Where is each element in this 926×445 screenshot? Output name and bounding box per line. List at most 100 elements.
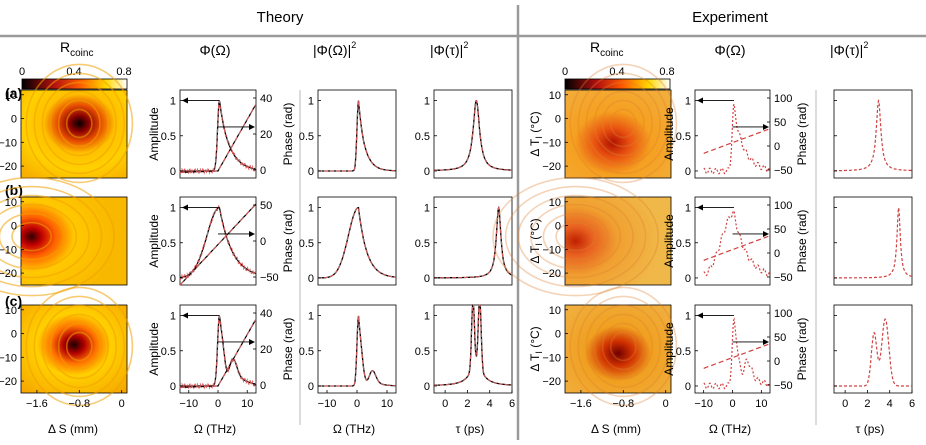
colorbar-theory-tick: 0.4 — [66, 66, 81, 78]
colorbar-theory-tick: 0.8 — [116, 66, 131, 78]
phi-ytick-label: 0 — [685, 273, 691, 285]
phitau-exp-line — [834, 99, 912, 172]
rcoinc-fringe — [504, 185, 647, 288]
phase-ytick-label: 100 — [774, 200, 792, 212]
colorbar-theory: 0 0.4 0.8 — [19, 66, 132, 90]
phase-ytick-label: 0 — [260, 165, 266, 177]
rcoinc-fringe — [49, 90, 109, 157]
xlabel-omega-theory: Ω (THz) — [194, 422, 236, 436]
rcoinc-fringe — [11, 221, 53, 252]
rcoinc-fringe — [492, 176, 659, 297]
phi-ytick-label: 0.5 — [676, 131, 691, 143]
phi-ytick-label: 1 — [170, 96, 176, 108]
phisq-ytick-label: 1 — [308, 311, 314, 323]
phase-ytick-label: 100 — [774, 308, 792, 320]
row-label-a: (a) — [5, 85, 22, 101]
map-ytick-label: −20 — [0, 268, 17, 280]
map-ylabel-main: Δ T — [528, 138, 542, 157]
phisq-ytick-label: 1 — [308, 96, 314, 108]
map-ylabel-unit: (°C) — [528, 218, 542, 243]
colorbar-experiment: 0 0.4 0.8 — [562, 66, 675, 90]
phase-ytick-label: −50 — [260, 272, 279, 284]
phi-axes-exp-0 — [694, 89, 771, 179]
phitau-ytick-label: 0.5 — [415, 131, 430, 143]
phase-ytick-label: 50 — [774, 332, 786, 344]
phase-ytick-label: 0 — [260, 380, 266, 392]
phi-exp-phase — [703, 343, 771, 369]
phisq-ytick-label: 0.5 — [299, 131, 314, 143]
map-ytick-label: −10 — [542, 352, 561, 364]
rcoinc-fringe — [593, 313, 653, 380]
xlabel-delta-s-exp: Δ S (mm) — [591, 422, 641, 436]
map-ytick-label: 10 — [5, 197, 17, 209]
phisq-dashed — [318, 207, 396, 279]
rcoinc-fringe — [57, 99, 101, 148]
phi-ytick-label: 0 — [170, 166, 176, 178]
map-ytick-label: 10 — [5, 90, 17, 102]
arrow-right-head — [763, 123, 769, 130]
phisq-dashed — [318, 315, 396, 387]
phi-ytick-label: 1 — [685, 311, 691, 323]
map-ylabel-main: Δ T — [528, 245, 542, 264]
phi-ytick-label: 0.5 — [161, 346, 176, 358]
map-ytick-label: 10 — [549, 197, 561, 209]
phisq-xtick-label: −10 — [318, 398, 337, 410]
rcoinc-fringe — [0, 194, 90, 279]
title-rcoinc-theory: Rcoinc — [60, 39, 93, 59]
rcoinc-fringe — [0, 203, 78, 270]
map-ylabel: Δ TI (°C) — [528, 111, 544, 156]
arrow-left-head — [697, 312, 703, 319]
phi-ytick-label: 1 — [170, 203, 176, 215]
phisq-line — [318, 206, 396, 279]
phitau-dashed — [434, 206, 513, 279]
map-ytick-label: 0 — [555, 114, 561, 126]
phitau-line — [434, 99, 512, 172]
phitau-exp-line — [834, 318, 912, 387]
phitau-xtick-label: 4 — [887, 398, 893, 410]
phi-ytick-label: 0.5 — [161, 131, 176, 143]
phisq-ytick-label: 0 — [308, 381, 314, 393]
phase-ytick-label: 0 — [774, 356, 780, 368]
map-ylabel: Δ TI (°C) — [528, 218, 544, 263]
phase-ytick-label: 20 — [260, 344, 272, 356]
map-ylabel-sub: I — [534, 351, 544, 354]
phitau-ytick-label: 1 — [424, 96, 430, 108]
phi-ylabel: Amplitude — [147, 322, 161, 376]
rcoinc-fringe — [601, 322, 645, 371]
phi-ytick-label: 1 — [170, 311, 176, 323]
phi-amplitude-dashed — [179, 205, 257, 281]
phitau-ytick-label: 0 — [424, 381, 430, 393]
phase-ytick-label: 100 — [774, 93, 792, 105]
phi-xtick-label: 10 — [755, 398, 767, 410]
phi-ytick-label: 0.5 — [676, 238, 691, 250]
phi-phase-dashed — [179, 203, 257, 286]
phitau-ytick-label: 0 — [424, 273, 430, 285]
phi-amplitude-dashed — [179, 100, 257, 175]
map-ytick-label: 0 — [555, 221, 561, 233]
phitau-xtick-label: 0 — [442, 398, 448, 410]
arrow-left-head — [182, 204, 188, 211]
map-ytick-label: 0 — [11, 221, 17, 233]
xlabel-omega-sq-theory: Ω (THz) — [333, 422, 375, 436]
phi-exp-phase — [703, 235, 771, 261]
rcoinc-fringe — [25, 286, 134, 407]
phase-ylabel: Phase (rad) — [281, 103, 295, 166]
phi-exp-amplitude — [703, 210, 771, 277]
phisq-ytick-label: 0.5 — [299, 238, 314, 250]
phi-xtick-label: −10 — [694, 398, 713, 410]
arrow-left-head — [182, 312, 188, 319]
rcoinc-map-theory-2 — [20, 304, 128, 394]
row-label-b: (b) — [5, 182, 23, 198]
phitau-exp-line — [834, 207, 913, 279]
phisq-ytick-label: 0 — [308, 273, 314, 285]
map-ylabel-sub: I — [534, 243, 544, 246]
rcoinc-fringe — [49, 313, 109, 380]
map-ytick-label: 10 — [549, 90, 561, 102]
map-ytick-label: −20 — [542, 268, 561, 280]
rcoinc-fringe — [593, 90, 653, 157]
colorbar-theory-tick: 0 — [19, 66, 25, 78]
map-ylabel-main: Δ T — [528, 353, 542, 372]
rcoinc-fringe — [33, 295, 126, 398]
title-phi-exp: Φ(Ω) — [715, 42, 746, 58]
phisq-xtick-label: 0 — [354, 398, 360, 410]
